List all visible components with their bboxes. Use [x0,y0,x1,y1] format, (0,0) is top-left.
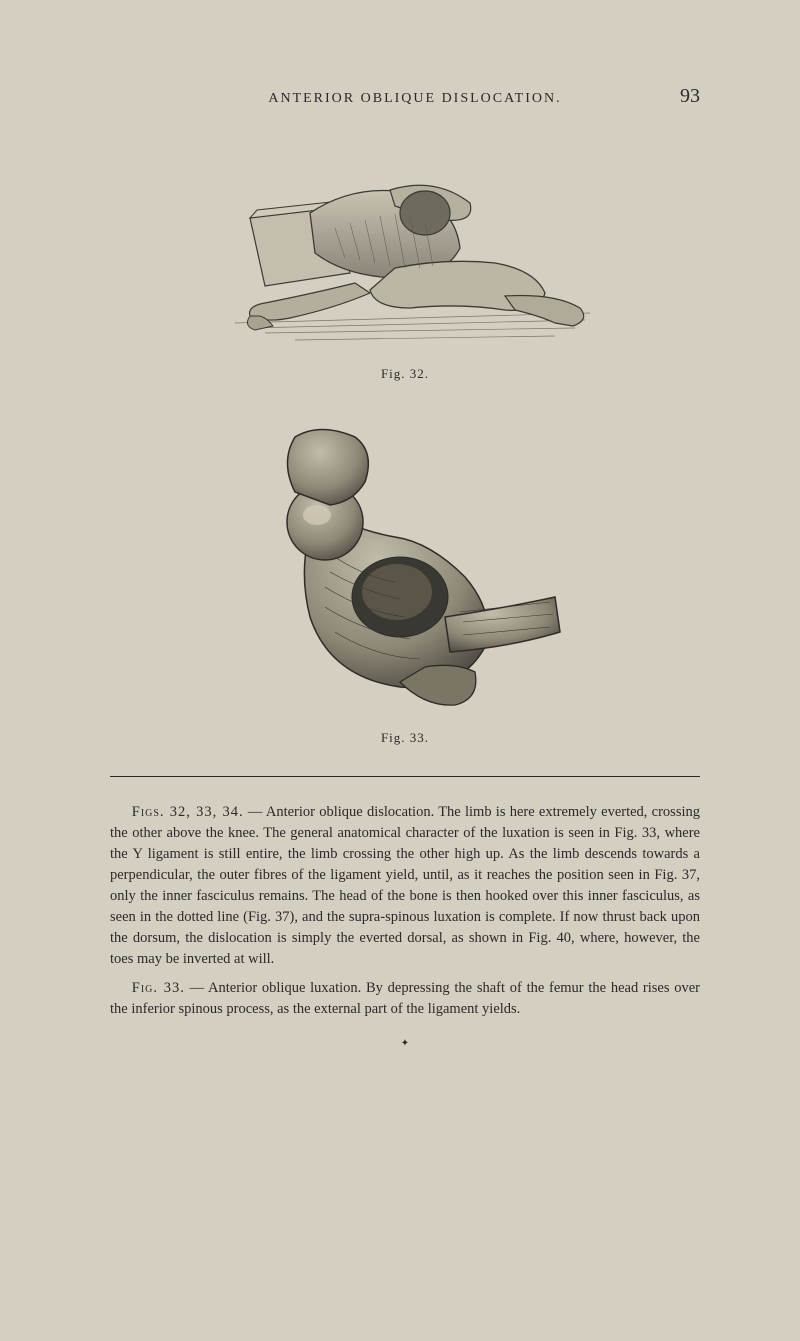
figure-32-illustration [110,158,700,358]
figure-33-illustration [110,407,700,722]
paragraph-2: Fig. 33. — Anterior oblique luxation. By… [110,978,700,1020]
body-text: Figs. 32, 33, 34. — Anterior oblique dis… [110,802,700,1020]
para1-lead: Figs. 32, 33, 34. [132,804,244,820]
figure-33-caption: Fig. 33. [110,730,700,746]
paragraph-1: Figs. 32, 33, 34. — Anterior oblique dis… [110,802,700,970]
para2-body: — Anterior oblique luxation. By depressi… [110,980,700,1017]
page-header: ANTERIOR OBLIQUE DISLOCATION. 93 [110,85,700,108]
figure-32-caption: Fig. 32. [110,366,700,382]
running-title: ANTERIOR OBLIQUE DISLOCATION. [150,91,680,107]
page: ANTERIOR OBLIQUE DISLOCATION. 93 [0,0,800,1341]
figure-33-container: Fig. 33. [110,407,700,746]
page-number: 93 [680,85,700,108]
para1-body: — Anterior oblique dislocation. The limb… [110,804,700,967]
ornament-icon: ✦ [110,1038,700,1049]
figure-32-container: Fig. 32. [110,158,700,382]
para2-lead: Fig. 33. [132,980,185,996]
horizontal-rule [110,776,700,777]
